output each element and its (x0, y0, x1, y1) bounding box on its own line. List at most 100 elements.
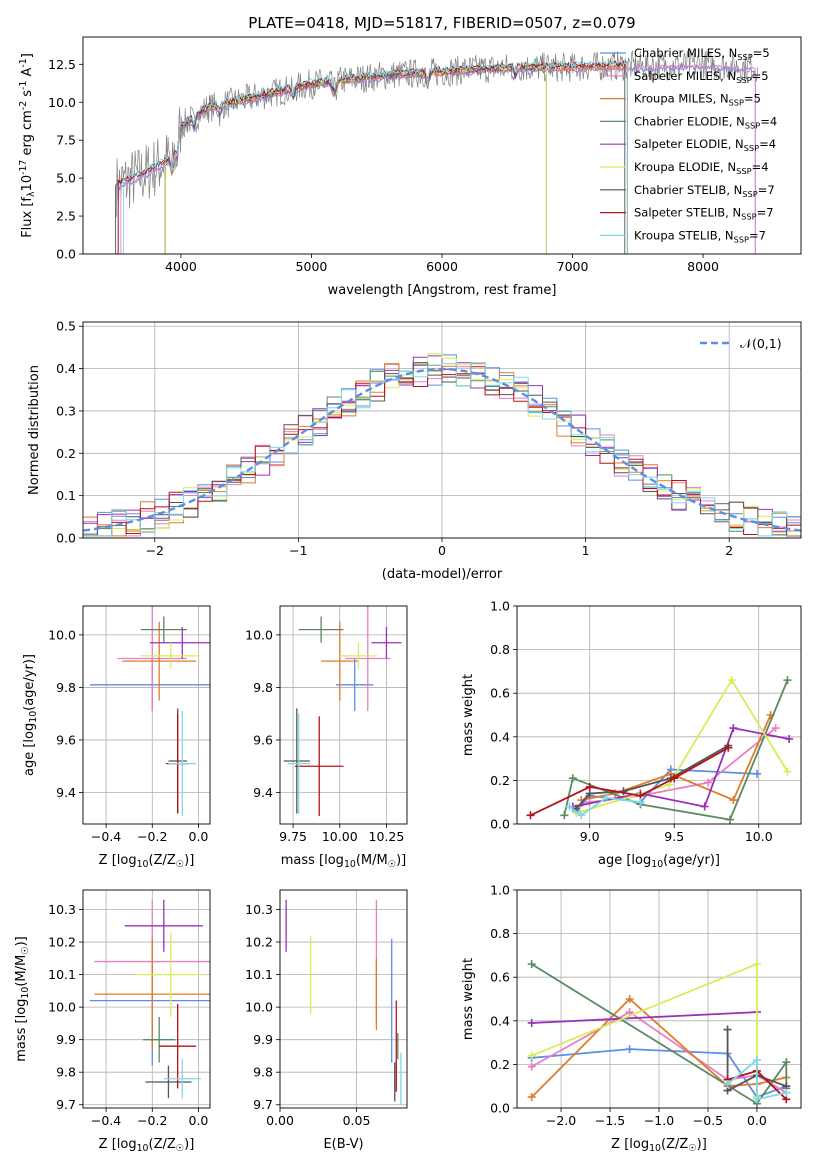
y-tick-label: 0.8 (490, 642, 510, 657)
label-part: Flux [f (20, 197, 35, 238)
label-part: ☉ (176, 859, 184, 870)
legend-label: Salpeter MILES, NSSP=5 (634, 69, 769, 85)
plot-area (89, 899, 210, 1099)
weight-line-chabrier-stelib (726, 1029, 787, 1093)
panel-age_vs_mass: 9.75 10.00 10.25 9.4 9.6 9.8 10.0 mass [log10(M… (245, 605, 408, 870)
x-axis-label: (data-model)/error (382, 567, 503, 582)
plot-area (283, 606, 402, 817)
y-tick-label: 0.0 (490, 1101, 510, 1116)
axes-frame (82, 36, 802, 255)
weight-line-salpeter-elodie (531, 1011, 757, 1024)
label-part: s (20, 90, 35, 101)
x-tick-label: 0.0 (189, 829, 209, 844)
label-part: (M/M (356, 853, 388, 868)
weight-marker (723, 1080, 732, 1089)
model-spectrum-kroupa-stelib (123, 59, 628, 254)
y-tick-label: 0.5 (56, 319, 76, 334)
label-part: =5 (753, 46, 770, 60)
label-part: =5 (744, 92, 761, 106)
weight-marker (782, 1088, 791, 1097)
weight-marker (729, 796, 738, 805)
y-tick-label: 0.1 (56, 488, 76, 503)
label-part: ☉ (688, 1143, 696, 1154)
y-tick-label: 0.4 (490, 1013, 510, 1028)
y-axis-label: mass weight (461, 674, 476, 756)
model-spectrum-chabrier-elodie (164, 64, 547, 254)
label-part: ☉ (20, 946, 31, 954)
label-part: (Z/Z (661, 1137, 688, 1152)
histogram-salpeter-elodie (83, 355, 801, 537)
weight-marker (636, 798, 645, 807)
panel-residual_hist: −2 −1 0 1 2 0.0 0.1 0.2 0.3 0.4 0.5 (data-model)/er… (27, 319, 802, 582)
y-tick-label: 10.3 (48, 902, 76, 917)
figure-title: PLATE=0418, MJD=51817, FIBERID=0507, z=0… (248, 14, 635, 32)
y-tick-label: 9.4 (253, 785, 273, 800)
x-axis-label: age [log10(age/yr)] (598, 853, 720, 870)
label-part: wavelength [Angstrom, rest frame] (328, 283, 557, 298)
label-part: Z [log (99, 853, 137, 868)
label-part: Kroupa MILES, N (634, 92, 729, 106)
x-tick-label: 5000 (296, 259, 328, 274)
x-tick-label: 0.0 (189, 1113, 209, 1128)
y-tick-label: 10.3 (245, 902, 273, 917)
label-part: 10 (28, 711, 39, 723)
label-part: )] (396, 853, 406, 868)
y-tick-label: 10.1 (48, 967, 76, 982)
y-tick-label: 9.6 (253, 732, 273, 747)
label-part: 10 (20, 175, 35, 192)
x-axis-label: Z [log10(Z/Z☉)] (99, 1137, 195, 1154)
plot-area (115, 49, 759, 254)
weight-marker (527, 1018, 536, 1027)
plot-area (527, 960, 791, 1108)
y-tick-label: 9.8 (56, 680, 76, 695)
axes-frame (516, 605, 802, 825)
y-tick-label: 2.5 (56, 209, 76, 224)
label-part: Kroupa STELIB, N (634, 228, 734, 242)
x-tick-label: −1 (289, 543, 307, 558)
y-tick-label: 10.0 (48, 95, 76, 110)
weight-marker (723, 1025, 732, 1034)
label-part: )] (14, 936, 29, 946)
label-part: Salpeter ELODIE, N (634, 137, 744, 151)
label-part: SSP (741, 212, 756, 222)
weight-marker (752, 1095, 761, 1104)
x-tick-label: 9.75 (279, 829, 307, 844)
weight-marker (527, 1062, 536, 1071)
y-axis-label: Normed distribution (27, 365, 42, 495)
weight-marker (700, 802, 709, 811)
weight-marker (527, 960, 536, 969)
panel-age_vs_Z: −0.4 −0.2 0.09.49.69.810.0Z [log10(Z/Z☉)]a… (22, 605, 211, 870)
y-tick-label: 0.4 (490, 729, 510, 744)
label-part: Salpeter MILES, N (634, 69, 736, 83)
x-tick-label: 2 (725, 543, 733, 558)
x-axis-label: E(B-V) (323, 1137, 363, 1152)
legend-label: Chabrier ELODIE, NSSP=4 (634, 114, 777, 130)
weight-line-chabrier-elodie (531, 963, 788, 1105)
label-part: 10 (137, 1143, 149, 1154)
y-tick-label: 5.0 (56, 171, 76, 186)
weight-marker (602, 793, 611, 802)
label-part: )] (697, 1137, 707, 1152)
weight-line-kroupa-stelib (727, 1058, 787, 1101)
x-tick-label: 1 (582, 543, 590, 558)
weight-marker (771, 724, 780, 733)
y-tick-label: 10.0 (48, 1000, 76, 1015)
weight-marker (527, 1051, 536, 1060)
label-part: -2 (18, 101, 29, 110)
y-axis-label: Flux [fλ10-17 erg cm-2 s-1 A-1] (18, 53, 37, 238)
label-part: 10 (20, 987, 31, 999)
weight-marker (619, 787, 628, 796)
histogram-kroupa-stelib (83, 362, 801, 537)
label-part: -1 (18, 81, 29, 90)
y-axis-label: age [log10(age/yr)] (22, 654, 39, 776)
y-tick-label: 0.0 (56, 247, 76, 262)
x-tick-label: −0.2 (137, 1113, 167, 1128)
weight-line-chabrier-stelib (575, 744, 729, 810)
panel-spectrum: 4000 5000 6000 7000 8000 0.0 2.5 5.0 7.5 10.0 12.5… (18, 36, 802, 298)
weight-marker (704, 778, 713, 787)
y-tick-label: 9.7 (253, 1097, 273, 1112)
legend-label: Salpeter ELODIE, NSSP=4 (634, 137, 776, 153)
y-tick-label: 9.8 (253, 680, 273, 695)
legend-label: Kroupa STELIB, NSSP=7 (634, 228, 766, 244)
